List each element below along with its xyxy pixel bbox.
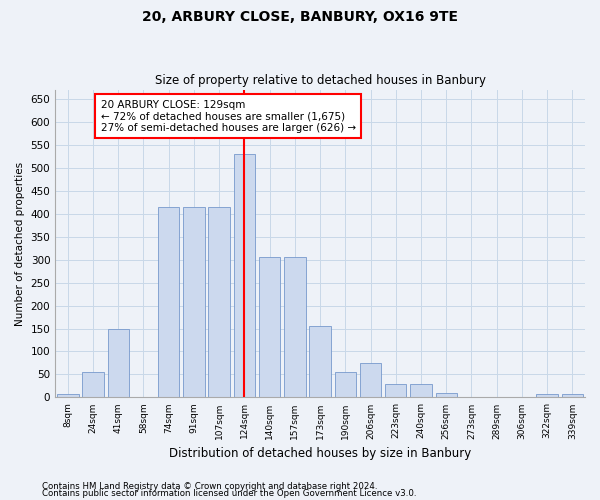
Bar	[410, 384, 432, 398]
Bar	[562, 394, 583, 398]
Text: Contains HM Land Registry data © Crown copyright and database right 2024.: Contains HM Land Registry data © Crown c…	[42, 482, 377, 491]
Bar	[284, 258, 305, 398]
X-axis label: Distribution of detached houses by size in Banbury: Distribution of detached houses by size …	[169, 447, 471, 460]
Y-axis label: Number of detached properties: Number of detached properties	[15, 162, 25, 326]
Bar	[183, 206, 205, 398]
Bar	[536, 394, 558, 398]
Bar	[436, 393, 457, 398]
Bar	[259, 258, 280, 398]
Bar	[208, 206, 230, 398]
Text: Contains public sector information licensed under the Open Government Licence v3: Contains public sector information licen…	[42, 489, 416, 498]
Bar	[57, 394, 79, 398]
Text: 20 ARBURY CLOSE: 129sqm
← 72% of detached houses are smaller (1,675)
27% of semi: 20 ARBURY CLOSE: 129sqm ← 72% of detache…	[101, 100, 356, 133]
Title: Size of property relative to detached houses in Banbury: Size of property relative to detached ho…	[155, 74, 485, 87]
Bar	[82, 372, 104, 398]
Bar	[385, 384, 406, 398]
Text: 20, ARBURY CLOSE, BANBURY, OX16 9TE: 20, ARBURY CLOSE, BANBURY, OX16 9TE	[142, 10, 458, 24]
Bar	[233, 154, 255, 398]
Bar	[335, 372, 356, 398]
Bar	[107, 328, 129, 398]
Bar	[158, 206, 179, 398]
Bar	[310, 326, 331, 398]
Bar	[360, 363, 381, 398]
